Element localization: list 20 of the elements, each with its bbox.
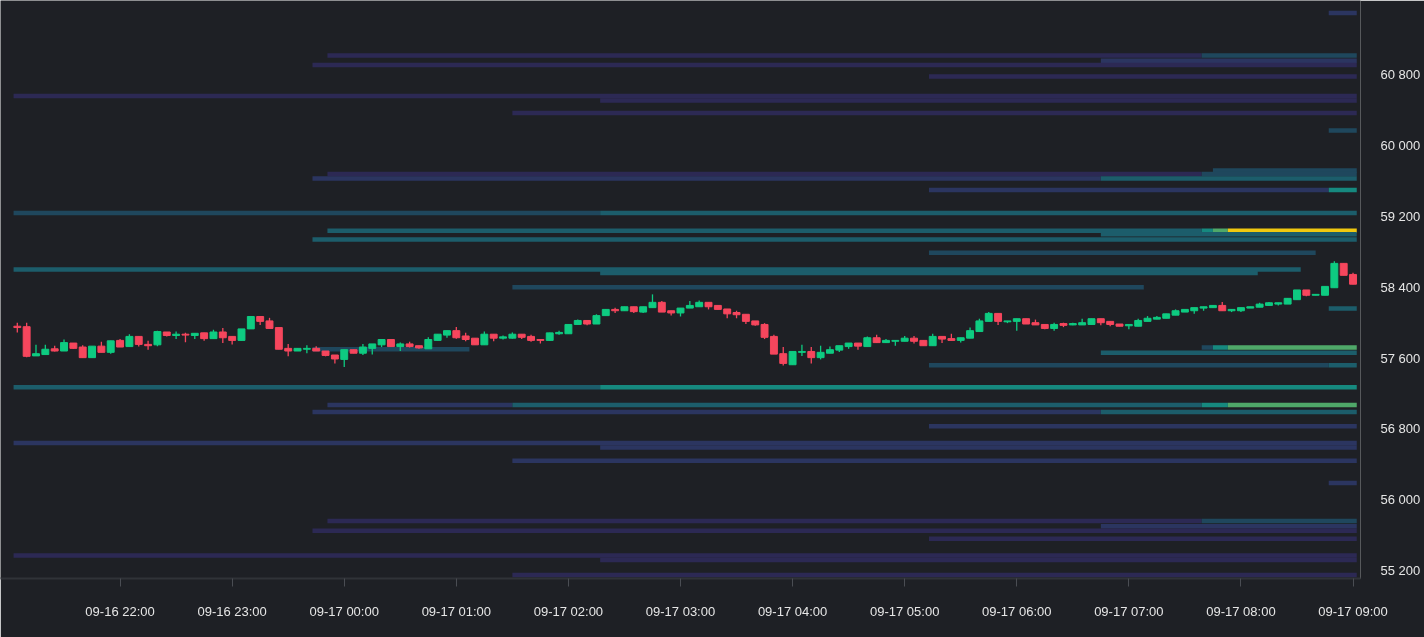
x-tick-label: 09-16 23:00 — [197, 603, 267, 619]
x-tick-label: 09-17 09:00 — [1318, 603, 1388, 619]
y-tick-label: 59 200 — [1380, 208, 1421, 224]
x-tick-label: 09-16 22:00 — [85, 603, 155, 619]
y-tick-label: 55 200 — [1380, 563, 1421, 579]
x-tick-label: 09-17 05:00 — [869, 603, 940, 619]
x-tick-label: 09-17 01:00 — [421, 603, 492, 619]
y-tick-label: 56 800 — [1380, 421, 1421, 437]
x-tick-label: 09-17 03:00 — [645, 603, 716, 619]
y-tick-label: 56 000 — [1380, 492, 1421, 508]
x-tick-label: 09-17 00:00 — [309, 603, 379, 619]
x-tick-label: 09-17 07:00 — [1094, 603, 1164, 619]
y-tick-label: 60 800 — [1380, 67, 1421, 83]
x-tick-label: 09-17 08:00 — [1206, 603, 1276, 619]
x-tick-label: 09-17 02:00 — [533, 603, 604, 619]
y-tick-label: 57 600 — [1380, 350, 1421, 366]
x-tick-label: 09-17 04:00 — [757, 603, 828, 619]
y-tick-label: 58 400 — [1380, 279, 1421, 295]
x-tick-label: 09-17 06:00 — [982, 603, 1052, 619]
y-tick-label: 60 000 — [1380, 138, 1421, 154]
